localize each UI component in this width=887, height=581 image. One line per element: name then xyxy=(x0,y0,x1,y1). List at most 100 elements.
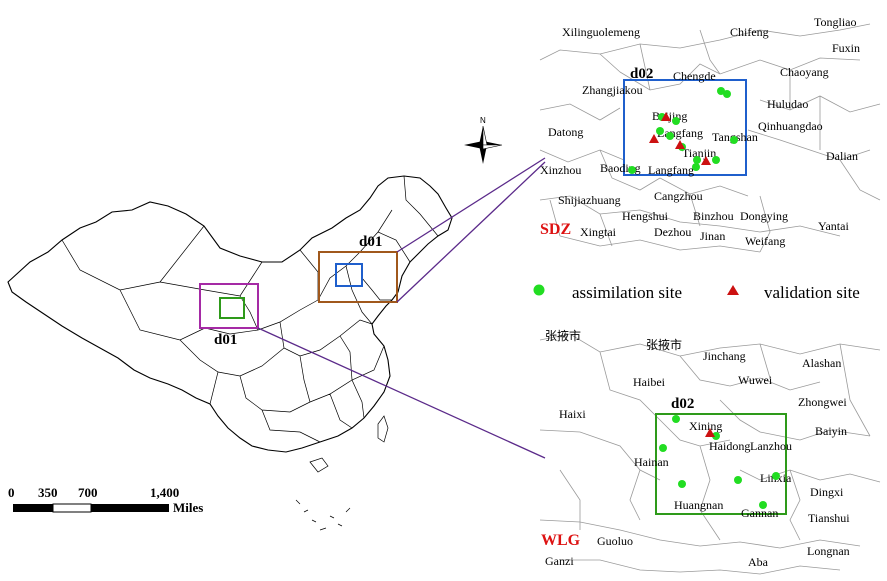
sdz-d02-label: d02 xyxy=(630,66,653,82)
province-boundaries xyxy=(61,175,439,443)
city-cangzhou: Cangzhou xyxy=(654,189,703,203)
city-haibei: Haibei xyxy=(633,375,666,389)
assimilation-site xyxy=(693,156,701,164)
validation-site xyxy=(649,134,659,143)
city-chaoyang: Chaoyang xyxy=(780,65,829,79)
assimilation-site xyxy=(730,136,738,144)
scale-tick-700: 700 xyxy=(78,485,98,500)
city-xilinguolemeng: Xilinguolemeng xyxy=(562,25,640,39)
city-dingxi: Dingxi xyxy=(810,485,844,499)
city-binzhou: Binzhou xyxy=(693,209,734,223)
assimilation-site xyxy=(717,87,725,95)
sdz-code: SDZ xyxy=(540,221,571,238)
assimilation-site xyxy=(678,480,686,488)
scale-unit: Miles xyxy=(173,500,203,515)
legend-assimilation-label: assimilation site xyxy=(572,283,682,302)
d01-label-wlg: d01 xyxy=(214,332,237,348)
wlg-boundaries xyxy=(539,333,881,575)
city-shijiazhuang: Shijiazhuang xyxy=(558,193,621,207)
china-outline xyxy=(7,175,453,453)
assimilation-site xyxy=(734,476,742,484)
north-letter: N xyxy=(480,116,486,125)
city-langfang-2: Langfang xyxy=(648,163,694,177)
north-arrow-icon: N xyxy=(464,116,503,164)
hainan-outline xyxy=(309,457,329,473)
validation-site xyxy=(661,112,671,121)
assimilation-site xyxy=(659,444,667,452)
assimilation-site xyxy=(772,472,780,480)
scale-tick-0: 0 xyxy=(8,485,15,500)
city-wuwei: Wuwei xyxy=(738,373,773,387)
city-chengde: Chengde xyxy=(673,69,716,83)
city-huangnan: Huangnan xyxy=(674,498,723,512)
city-haidong: Haidong xyxy=(709,439,750,453)
city-jinan: Jinan xyxy=(700,229,725,243)
wlg-d02-label: d02 xyxy=(671,396,694,412)
assimilation-site xyxy=(672,415,680,423)
validation-site xyxy=(705,428,715,437)
city-hainan: Hainan xyxy=(634,455,669,469)
sdz-d02-box xyxy=(623,79,747,176)
city-hengshui: Hengshui xyxy=(622,209,669,223)
city-weifang: Weifang xyxy=(745,234,785,248)
city-dezhou: Dezhou xyxy=(654,225,691,239)
assimilation-site xyxy=(712,432,720,440)
city-zhangye-2: 张掖市 xyxy=(646,337,682,352)
city-zhangye-1: 张掖市 xyxy=(545,328,581,343)
city-xining: Xining xyxy=(689,419,722,433)
scale-seg-2 xyxy=(52,503,92,513)
legend-validation-symbol xyxy=(727,285,739,295)
city-alashan: Alashan xyxy=(802,356,841,370)
city-fuxin: Fuxin xyxy=(832,41,860,55)
city-jinchang: Jinchang xyxy=(703,349,746,363)
connector-sdz-upper xyxy=(396,157,546,253)
city-ganzi: Ganzi xyxy=(545,554,574,568)
d01-label-sdz: d01 xyxy=(359,234,382,250)
city-gannan: Gannan xyxy=(741,506,778,520)
connector-wlg xyxy=(257,327,546,459)
scale-seg-3 xyxy=(91,504,169,512)
assimilation-site xyxy=(672,117,680,125)
assimilation-site xyxy=(712,156,720,164)
china-map xyxy=(7,175,453,531)
city-xinzhou: Xinzhou xyxy=(540,163,581,177)
d02-box-wlg-small xyxy=(219,297,245,319)
wlg-code: WLG xyxy=(541,532,581,549)
city-zhangjiakou: Zhangjiakou xyxy=(582,83,643,97)
validation-site xyxy=(701,156,711,165)
city-yantai: Yantai xyxy=(818,219,849,233)
city-dalian: Dalian xyxy=(826,149,858,163)
city-chifeng: Chifeng xyxy=(730,25,769,39)
assimilation-site xyxy=(656,127,664,135)
d01-box-sdz xyxy=(318,251,398,303)
city-tianjin: Tianjin xyxy=(682,146,716,160)
assimilation-site xyxy=(666,132,674,140)
taiwan-outline xyxy=(377,415,389,443)
assimilation-site xyxy=(692,163,700,171)
south-sea-islands xyxy=(295,499,351,531)
city-huludao: Huludao xyxy=(767,97,808,111)
city-haixi: Haixi xyxy=(559,407,586,421)
assimilation-site xyxy=(759,501,767,509)
d01-box-wlg xyxy=(199,283,259,329)
city-tongliao: Tongliao xyxy=(814,15,857,29)
scale-tick-350: 350 xyxy=(38,485,58,500)
city-tianshui: Tianshui xyxy=(808,511,850,525)
d02-box-sdz-small xyxy=(335,263,363,287)
scale-seg-1 xyxy=(13,504,53,512)
city-lanzhou: Lanzhou xyxy=(750,439,792,453)
wlg-d02-box xyxy=(655,413,787,515)
city-baiyin: Baiyin xyxy=(815,424,847,438)
legend-validation-label: validation site xyxy=(764,283,860,302)
assimilation-site xyxy=(723,90,731,98)
city-datong: Datong xyxy=(548,125,583,139)
sdz-boundaries xyxy=(539,23,881,253)
legend: assimilation site validation site xyxy=(533,283,860,302)
scale-bar: 0 350 700 1,400 Miles xyxy=(8,485,203,515)
inset-wlg: d02 WLG 张掖市 张掖市 Jinchang Alashan Haibei … xyxy=(539,328,881,575)
city-qinhuangdao: Qinhuangdao xyxy=(758,119,823,133)
city-aba: Aba xyxy=(748,555,769,569)
city-longnan: Longnan xyxy=(807,544,850,558)
